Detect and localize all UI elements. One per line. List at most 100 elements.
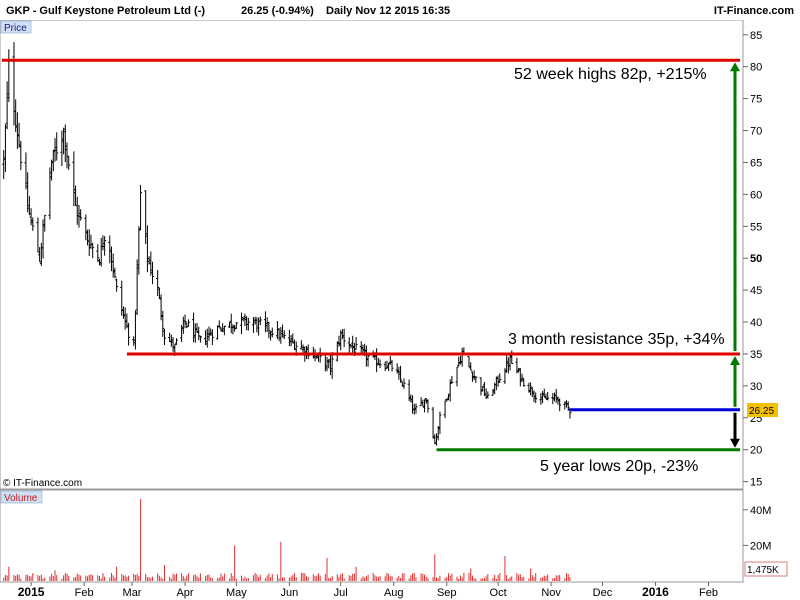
price-bar [486, 391, 490, 399]
x-tick-label: Jun [281, 587, 299, 599]
price-bar [79, 209, 83, 221]
x-tick-label: Aug [384, 587, 404, 599]
price-bar [186, 319, 190, 328]
y-tick-label: 50 [750, 253, 762, 265]
x-tick-label: Nov [541, 587, 561, 599]
price-bar [246, 317, 250, 331]
y-tick-label: 45 [750, 285, 762, 297]
price-bar [566, 401, 570, 411]
x-tick-label: Feb [699, 587, 718, 599]
price-bar [378, 359, 382, 369]
level-lines [2, 58, 740, 452]
price-panel-tag: Price [4, 23, 27, 34]
price-bar [161, 310, 165, 337]
price-bar [55, 132, 59, 161]
price-bar [282, 330, 286, 340]
x-tick-label: 2015 [18, 585, 45, 599]
arrow-to-high-head [730, 62, 740, 72]
volume-panel-tag: Volume [4, 493, 38, 504]
price-bar [222, 325, 226, 336]
price-bar [558, 398, 562, 412]
price-bar [115, 278, 119, 292]
price-bar [390, 359, 394, 372]
y-tick-label: 20 [750, 445, 762, 457]
price-bar [163, 328, 167, 346]
price-bar [151, 261, 155, 285]
header-symbol: GKP - Gulf Keystone Petroleum Ltd (-) [6, 5, 205, 17]
y-tick-label: 15 [750, 477, 762, 489]
price-bar [174, 338, 178, 345]
price-bar [270, 327, 274, 338]
price-bar [113, 267, 117, 279]
header-period: Daily Nov 12 2015 16:35 [326, 5, 450, 17]
price-bar [522, 378, 526, 387]
price-bar [450, 376, 454, 384]
price-bar [426, 399, 430, 413]
price-bar [472, 370, 476, 381]
y-tick-label: 75 [750, 94, 762, 106]
price-bar [156, 269, 160, 296]
x-tick-label: Dec [593, 587, 613, 599]
arrow-to-high [730, 62, 740, 351]
price-bar [402, 378, 406, 389]
price-bar [330, 352, 334, 379]
price-bar [448, 379, 452, 402]
price-bar [234, 322, 238, 330]
y-tick-label: 60 [750, 189, 762, 201]
y-tick-label: 55 [750, 221, 762, 233]
arrow-to-low-head [730, 438, 740, 448]
price-panel-tag-bg [0, 20, 32, 34]
price-bar [546, 391, 550, 401]
arrow-to-low [730, 412, 740, 448]
price-bar [43, 214, 47, 232]
last-price-label: 26.25 [749, 406, 774, 417]
x-axis-labels: 2015 Feb Mar Apr May Jun Jul Aug Sep Oct Nov Dec 201… [18, 582, 718, 599]
price-bar [198, 335, 202, 343]
price-bar [127, 322, 131, 346]
x-tick-label: Apr [176, 587, 193, 599]
x-tick-label: Feb [75, 587, 94, 599]
volume-tick-label: 40M [750, 505, 771, 517]
price-bar [399, 365, 403, 383]
price-bar [19, 140, 23, 171]
arrow-to-resistance [730, 355, 740, 407]
volume-panel-tag-bg [0, 490, 43, 504]
header-bar [0, 0, 800, 20]
y-tick-label: 35 [750, 349, 762, 361]
volume-axis-ticks: 20M 40M [743, 505, 771, 552]
last-volume-badge [744, 561, 788, 577]
price-bar [239, 312, 243, 334]
y-tick-label: 85 [750, 30, 762, 42]
x-tick-label: Mar [123, 587, 142, 599]
header-brand: IT-Finance.com [714, 5, 794, 17]
price-bar [414, 403, 418, 414]
price-bar [103, 236, 107, 256]
price-bar [469, 362, 473, 371]
price-bar [139, 184, 143, 231]
price-bar [258, 316, 262, 326]
last-volume-label: 1,475K [747, 565, 779, 576]
price-bar [534, 392, 538, 404]
price-bar [96, 244, 100, 263]
annotation-52-week-high: 52 week highs 82p, +215% [514, 66, 707, 83]
y-tick-label: 70 [750, 126, 762, 138]
annotation-resistance: 3 month resistance 35p, +34% [508, 331, 725, 348]
x-tick-label: Sep [437, 587, 457, 599]
copyright-text: © IT-Finance.com [3, 478, 82, 489]
x-tick-label: Jul [334, 587, 348, 599]
y-tick-label: 40 [750, 317, 762, 329]
y-tick-label: 30 [750, 381, 762, 393]
price-bar [498, 373, 502, 383]
price-bar [65, 142, 69, 169]
last-price-badge [747, 403, 778, 417]
price-bar [438, 411, 442, 435]
x-tick-label: May [226, 587, 247, 599]
price-bar [210, 329, 214, 346]
header-quote: 26.25 (-0.94%) [241, 5, 314, 17]
volume-tick-label: 20M [750, 540, 771, 552]
price-bar [183, 314, 187, 329]
price-bar [91, 242, 95, 259]
price-bar [306, 344, 310, 360]
